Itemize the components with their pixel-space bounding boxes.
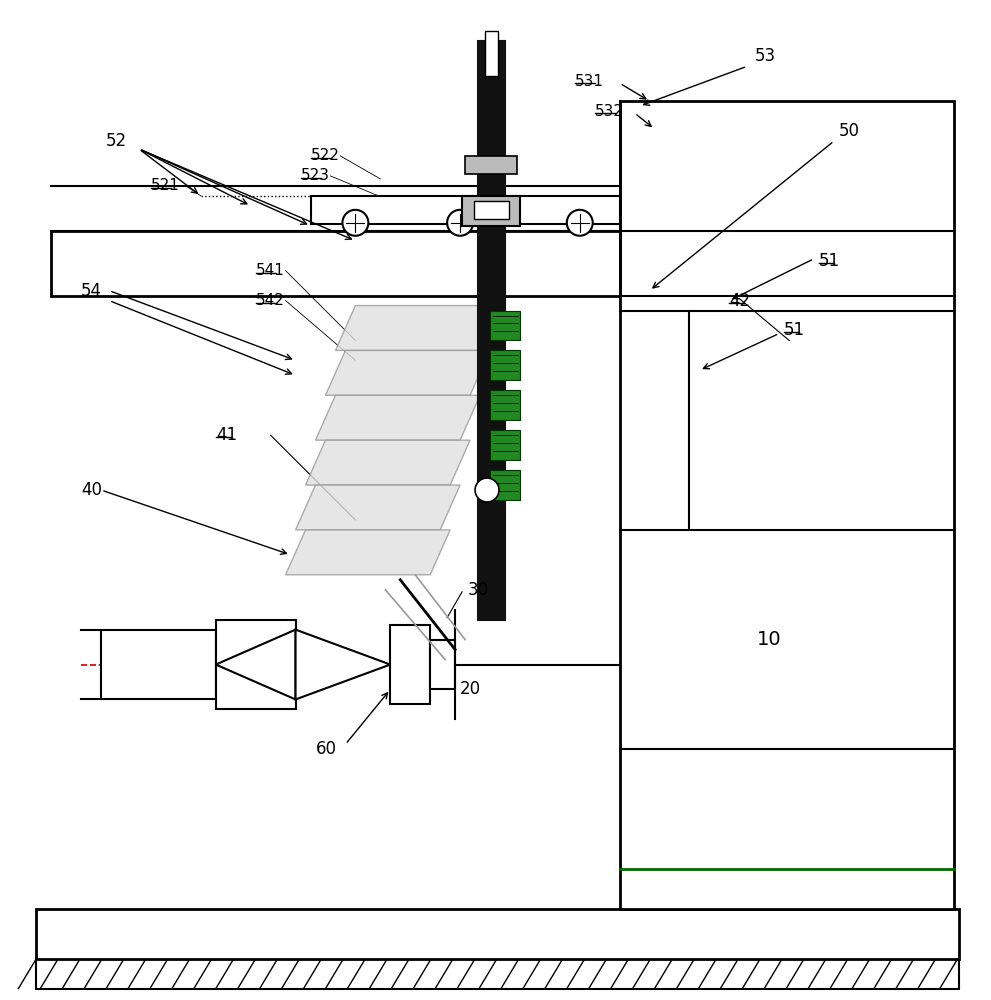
Text: 30: 30 <box>468 581 490 599</box>
Bar <box>619 101 953 909</box>
Text: 53: 53 <box>754 47 775 65</box>
Text: 532: 532 <box>595 104 623 119</box>
Polygon shape <box>335 306 500 350</box>
Bar <box>462 196 520 226</box>
Text: 531: 531 <box>575 74 604 89</box>
Bar <box>485 31 498 76</box>
Text: 51: 51 <box>820 252 840 270</box>
Bar <box>478 41 505 620</box>
Bar <box>465 156 517 174</box>
Bar <box>490 311 520 340</box>
Text: 51: 51 <box>784 321 806 339</box>
Polygon shape <box>216 630 295 699</box>
Circle shape <box>567 210 593 236</box>
Bar <box>430 640 455 689</box>
Polygon shape <box>295 485 460 530</box>
Text: 542: 542 <box>256 293 284 308</box>
Text: 54: 54 <box>81 282 102 300</box>
Text: 40: 40 <box>81 481 102 499</box>
Text: 41: 41 <box>216 426 237 444</box>
Polygon shape <box>325 350 490 395</box>
Bar <box>37 909 958 959</box>
Circle shape <box>343 210 369 236</box>
Polygon shape <box>305 440 470 485</box>
Polygon shape <box>295 630 390 699</box>
Text: 522: 522 <box>310 148 339 163</box>
Bar <box>101 630 216 699</box>
Bar <box>474 201 509 219</box>
Text: 521: 521 <box>151 178 179 193</box>
Bar <box>490 470 520 500</box>
Text: 50: 50 <box>839 122 860 140</box>
Circle shape <box>475 478 499 502</box>
Bar <box>490 350 520 380</box>
Polygon shape <box>315 395 480 440</box>
Polygon shape <box>285 530 450 575</box>
Bar <box>490 430 520 460</box>
Text: 52: 52 <box>106 132 127 150</box>
Bar <box>490 390 520 420</box>
Text: 20: 20 <box>460 680 482 698</box>
Text: 42: 42 <box>729 292 750 310</box>
Bar <box>390 625 430 704</box>
Text: 523: 523 <box>300 168 330 183</box>
Text: 541: 541 <box>256 263 284 278</box>
Bar <box>216 620 295 709</box>
Bar <box>310 196 619 224</box>
Bar <box>37 959 958 989</box>
Circle shape <box>447 210 473 236</box>
Text: 10: 10 <box>757 630 782 649</box>
Text: 60: 60 <box>315 740 337 758</box>
Bar <box>52 231 619 296</box>
